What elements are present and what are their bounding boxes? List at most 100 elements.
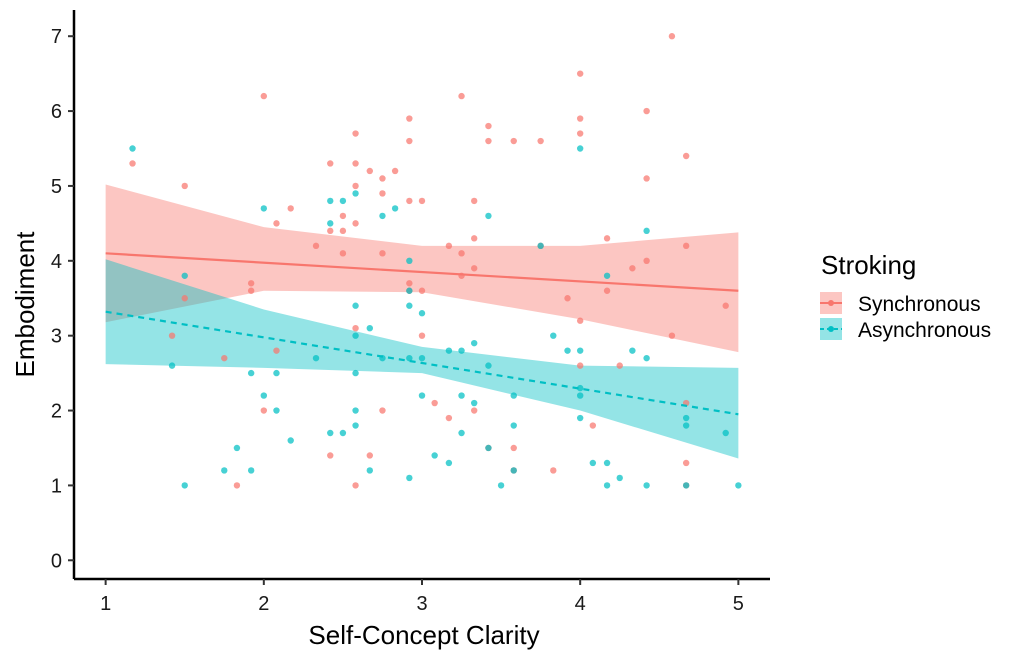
data-point-asynchronous [312, 354, 320, 362]
legend-title: Stroking [821, 250, 916, 280]
data-point-synchronous [260, 92, 268, 100]
data-point-asynchronous [327, 429, 334, 437]
data-point-asynchronous [247, 369, 255, 377]
data-point-synchronous [273, 347, 280, 354]
data-point-synchronous [682, 242, 690, 250]
data-point-synchronous [366, 167, 373, 175]
data-point-asynchronous [273, 407, 280, 414]
data-point-asynchronous [485, 362, 492, 369]
data-point-asynchronous [247, 467, 255, 474]
data-point-synchronous [643, 257, 650, 265]
axes: 1 2 3 4 5 0 1 2 3 4 5 6 7 [51, 10, 770, 615]
data-point-synchronous [485, 122, 492, 130]
data-point-synchronous [576, 115, 584, 122]
data-point-asynchronous [576, 384, 584, 392]
data-point-synchronous [352, 182, 359, 190]
regression-lines [105, 252, 739, 416]
y-tick-label: 3 [51, 326, 62, 348]
data-point-asynchronous [603, 482, 611, 489]
x-tick-label: 4 [575, 593, 586, 615]
data-point-asynchronous [576, 145, 584, 152]
y-tick-label: 6 [51, 101, 62, 123]
data-point-synchronous [445, 242, 453, 250]
data-point-synchronous [589, 422, 597, 429]
data-point-asynchronous [406, 302, 413, 309]
data-point-asynchronous [510, 422, 517, 429]
data-point-synchronous [391, 167, 399, 175]
data-point-synchronous [576, 317, 584, 324]
data-point-synchronous [431, 399, 438, 407]
data-point-synchronous [418, 332, 426, 339]
data-point-asynchronous [497, 482, 505, 489]
data-point-asynchronous [682, 414, 690, 422]
data-point-asynchronous [352, 302, 359, 309]
data-point-synchronous [643, 175, 650, 182]
data-point-synchronous [510, 444, 517, 452]
legend-point [828, 326, 834, 332]
data-point-asynchronous [629, 347, 636, 354]
data-point-synchronous [564, 295, 571, 302]
data-point-asynchronous [352, 190, 359, 197]
data-point-synchronous [129, 160, 136, 167]
data-point-asynchronous [181, 482, 188, 489]
data-point-synchronous [406, 137, 413, 145]
data-point-asynchronous [735, 482, 742, 489]
data-points [129, 33, 742, 489]
data-point-synchronous [722, 302, 729, 309]
data-point-asynchronous [537, 242, 544, 250]
data-point-synchronous [485, 137, 492, 145]
data-point-asynchronous [576, 414, 584, 422]
data-point-asynchronous [682, 482, 690, 489]
data-point-asynchronous [576, 347, 584, 354]
x-tick-label: 2 [258, 593, 269, 615]
data-point-synchronous [445, 414, 453, 422]
data-point-synchronous [247, 287, 255, 294]
data-point-synchronous [576, 130, 584, 137]
data-point-synchronous [352, 220, 359, 227]
legend: Stroking Synchronous Asynchronous [820, 250, 991, 342]
legend-label: Synchronous [858, 293, 981, 316]
data-point-synchronous [287, 205, 294, 212]
data-point-asynchronous [471, 339, 478, 347]
legend-point [828, 300, 834, 306]
data-point-asynchronous [366, 324, 373, 332]
data-point-asynchronous [181, 272, 188, 279]
data-point-synchronous [418, 287, 426, 294]
data-point-synchronous [352, 160, 359, 167]
data-point-asynchronous [260, 392, 268, 399]
data-point-synchronous [471, 407, 478, 414]
data-point-asynchronous [327, 197, 334, 205]
data-point-synchronous [327, 452, 334, 459]
data-point-asynchronous [233, 444, 241, 452]
y-tick-label: 7 [51, 26, 62, 48]
x-tick-label: 3 [416, 593, 427, 615]
x-axis-title: Self-Concept Clarity [308, 620, 539, 650]
data-point-asynchronous [287, 437, 294, 444]
data-point-asynchronous [458, 392, 465, 399]
data-point-synchronous [418, 197, 426, 205]
y-tick-label: 1 [51, 475, 62, 497]
data-point-asynchronous [510, 392, 517, 399]
data-point-synchronous [221, 354, 228, 362]
data-point-asynchronous [406, 287, 413, 294]
data-point-asynchronous [129, 145, 136, 152]
data-point-synchronous [260, 407, 268, 414]
data-point-asynchronous [458, 347, 465, 354]
data-point-synchronous [406, 197, 413, 205]
data-point-synchronous [668, 332, 676, 339]
data-point-synchronous [352, 130, 359, 137]
data-point-synchronous [616, 362, 623, 369]
data-point-synchronous [379, 190, 386, 197]
data-point-synchronous [352, 482, 359, 489]
data-point-asynchronous [589, 459, 597, 467]
legend-items: Synchronous Asynchronous [820, 292, 991, 342]
data-point-asynchronous [471, 399, 478, 407]
y-tick-label: 4 [51, 251, 62, 273]
data-point-asynchronous [418, 310, 426, 317]
data-point-synchronous [576, 70, 584, 77]
data-point-asynchronous [485, 444, 492, 452]
data-point-synchronous [339, 227, 347, 235]
data-point-asynchronous [485, 212, 492, 220]
data-point-asynchronous [431, 452, 438, 459]
